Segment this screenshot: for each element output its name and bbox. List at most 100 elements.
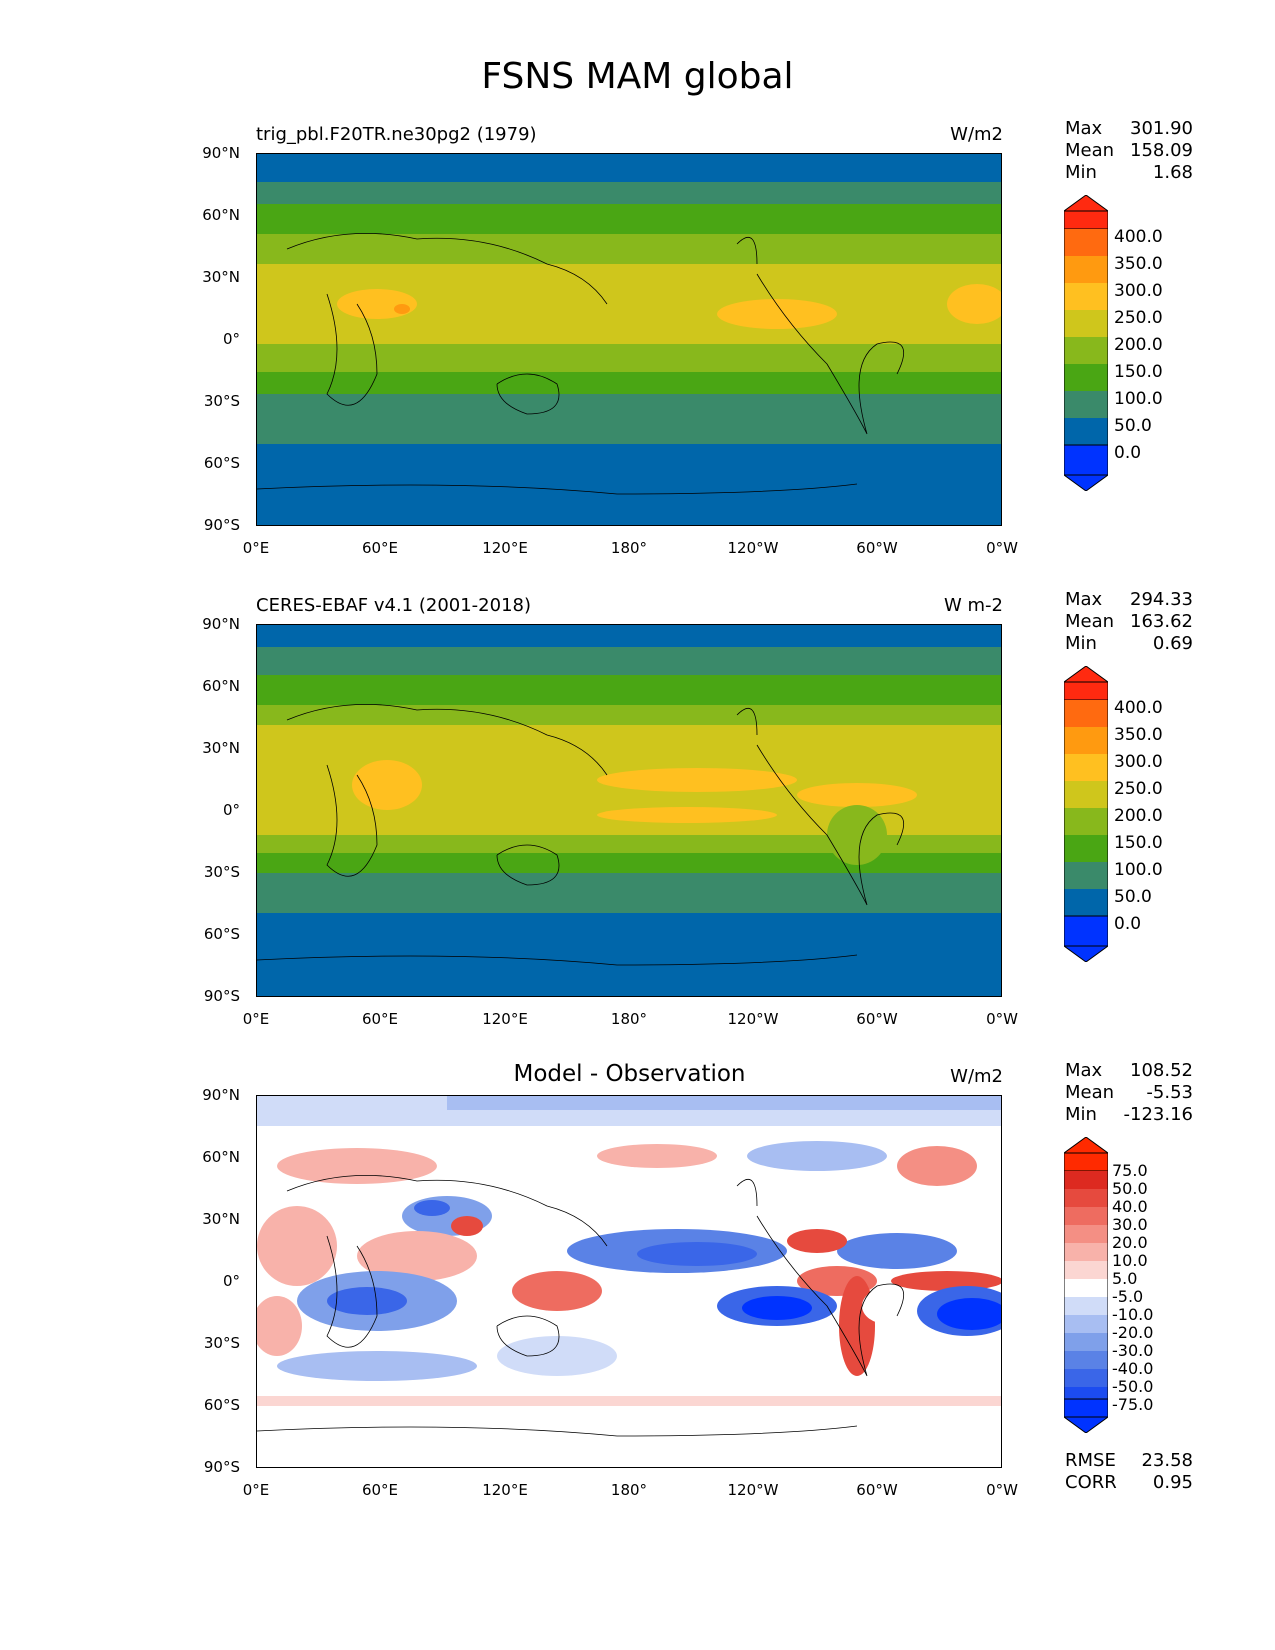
lat-label: 60°N <box>202 1148 240 1166</box>
panel-units: W m-2 <box>943 595 1003 616</box>
colorbar-label: 0.0 <box>1114 914 1142 934</box>
colorbar-label: 150.0 <box>1114 833 1163 853</box>
colorbar-label: 350.0 <box>1114 725 1163 745</box>
colorbar-label: 100.0 <box>1114 389 1163 409</box>
colorbar <box>1064 666 1108 962</box>
colorbar <box>1064 195 1108 491</box>
panel-title: Model - Observation <box>513 1061 746 1087</box>
metric-rmse: 23.58 <box>1141 1450 1193 1471</box>
stat-label: Mean <box>1065 140 1115 161</box>
stat-mean: 163.62 <box>1130 611 1193 632</box>
colorbar-label: 30.0 <box>1112 1215 1148 1234</box>
lon-label: 120°W <box>727 539 779 557</box>
lat-label: 30°N <box>202 268 240 286</box>
lon-label: 0°E <box>242 1010 270 1028</box>
lat-label: 60°N <box>202 206 240 224</box>
lon-label: 120°E <box>482 539 528 557</box>
lon-label: 60°W <box>856 1010 898 1028</box>
lat-label: 30°N <box>202 1210 240 1228</box>
colorbar-label: 250.0 <box>1114 308 1163 328</box>
lon-label: 0°W <box>986 1481 1018 1499</box>
lat-label: 60°S <box>203 925 240 943</box>
lat-label: 0° <box>222 1272 240 1290</box>
colorbar-label: 300.0 <box>1114 752 1163 772</box>
lat-label: 90°N <box>202 1086 240 1104</box>
colorbar-label: 150.0 <box>1114 362 1163 382</box>
metric-corr: 0.95 <box>1152 1472 1193 1493</box>
panel-units: W/m2 <box>950 124 1003 145</box>
map-plot <box>256 624 1002 997</box>
lon-label: 60°E <box>361 1010 399 1028</box>
stat-label: Min <box>1065 162 1097 183</box>
map-plot <box>256 1095 1002 1468</box>
lon-label: 120°W <box>727 1010 779 1028</box>
colorbar-label: -5.0 <box>1112 1287 1144 1306</box>
map-plot <box>256 153 1002 526</box>
lat-label: 60°S <box>203 454 240 472</box>
stat-label: Mean <box>1065 611 1115 632</box>
colorbar-label: 50.0 <box>1112 1179 1148 1198</box>
stats-box: Max 301.90 Mean 158.09 Min 1.68 <box>1065 118 1193 184</box>
metric-label: CORR <box>1065 1472 1117 1493</box>
lon-label: 60°E <box>361 1481 399 1499</box>
lon-label: 0°W <box>986 1010 1018 1028</box>
metrics-box: RMSE 23.58 CORR 0.95 <box>1065 1450 1193 1494</box>
colorbar-label: 0.0 <box>1114 443 1142 463</box>
figure-title: FSNS MAM global <box>481 56 794 97</box>
lon-label: 0°E <box>242 539 270 557</box>
lon-label: 60°E <box>361 539 399 557</box>
stat-min: -123.16 <box>1123 1104 1193 1125</box>
stat-label: Max <box>1065 589 1103 610</box>
colorbar-label: 100.0 <box>1114 860 1163 880</box>
lat-label: 60°N <box>202 677 240 695</box>
colorbar-label: 350.0 <box>1114 254 1163 274</box>
lon-label: 180° <box>610 1481 648 1499</box>
stat-label: Mean <box>1065 1082 1115 1103</box>
lat-label: 90°N <box>202 615 240 633</box>
colorbar-label: -10.0 <box>1112 1305 1154 1324</box>
colorbar-label: 200.0 <box>1114 335 1163 355</box>
lat-label: 30°S <box>203 863 240 881</box>
panel-title: trig_pbl.F20TR.ne30pg2 (1979) <box>256 124 537 145</box>
lon-label: 180° <box>610 1010 648 1028</box>
lon-label: 120°W <box>727 1481 779 1499</box>
colorbar-label: 75.0 <box>1112 1161 1148 1180</box>
colorbar-label: 50.0 <box>1114 887 1152 907</box>
stat-max: 108.52 <box>1130 1060 1193 1081</box>
map-field <box>257 154 1001 525</box>
lat-label: 90°S <box>203 1458 240 1476</box>
colorbar-label: 200.0 <box>1114 806 1163 826</box>
panel-units: W/m2 <box>950 1066 1003 1087</box>
map-field <box>257 1096 1001 1467</box>
colorbar-label: -40.0 <box>1112 1359 1154 1378</box>
lat-label: 30°S <box>203 1334 240 1352</box>
lat-label: 90°N <box>202 144 240 162</box>
colorbar-label: -20.0 <box>1112 1323 1154 1342</box>
colorbar-label: 40.0 <box>1112 1197 1148 1216</box>
stat-max: 301.90 <box>1130 118 1193 139</box>
lat-label: 60°S <box>203 1396 240 1414</box>
colorbar-label: -75.0 <box>1112 1395 1154 1414</box>
stat-mean: -5.53 <box>1146 1082 1193 1103</box>
stat-mean: 158.09 <box>1130 140 1193 161</box>
stat-max: 294.33 <box>1130 589 1193 610</box>
stat-label: Max <box>1065 1060 1103 1081</box>
map-field <box>257 625 1001 996</box>
colorbar-label: 10.0 <box>1112 1251 1148 1270</box>
lat-label: 90°S <box>203 516 240 534</box>
colorbar-label: 400.0 <box>1114 698 1163 718</box>
lon-label: 120°E <box>482 1010 528 1028</box>
colorbar-label: -50.0 <box>1112 1377 1154 1396</box>
lat-label: 30°N <box>202 739 240 757</box>
lat-label: 30°S <box>203 392 240 410</box>
stat-label: Max <box>1065 118 1103 139</box>
lat-label: 0° <box>222 330 240 348</box>
metric-label: RMSE <box>1065 1450 1116 1471</box>
lat-label: 0° <box>222 801 240 819</box>
lon-label: 0°E <box>242 1481 270 1499</box>
lon-label: 120°E <box>482 1481 528 1499</box>
lat-label: 90°S <box>203 987 240 1005</box>
colorbar-label: 20.0 <box>1112 1233 1148 1252</box>
colorbar-label: 50.0 <box>1114 416 1152 436</box>
colorbar-label: -30.0 <box>1112 1341 1154 1360</box>
